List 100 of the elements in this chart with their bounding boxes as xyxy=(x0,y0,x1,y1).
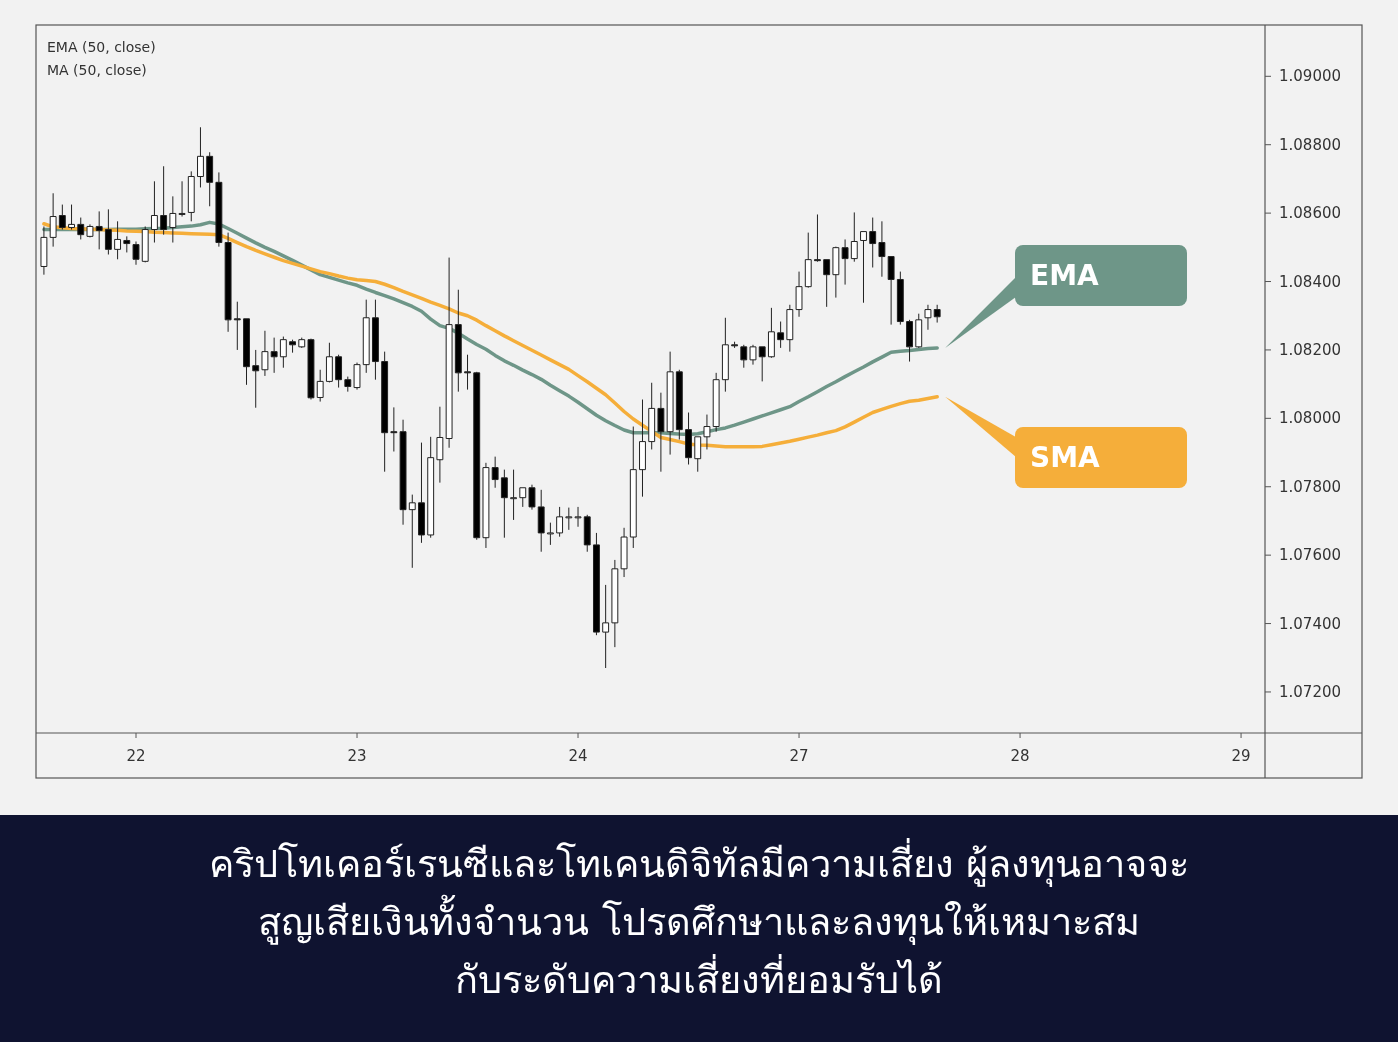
candlestick xyxy=(685,412,692,466)
x-tick-label: 24 xyxy=(568,747,588,765)
candlestick xyxy=(795,271,803,318)
x-tick-label: 22 xyxy=(126,747,146,765)
candlestick xyxy=(197,126,204,188)
candlestick xyxy=(362,299,370,374)
y-tick-label: 1.07400 xyxy=(1279,614,1342,633)
candlestick xyxy=(49,192,57,248)
candlestick xyxy=(546,522,554,546)
candlestick xyxy=(629,426,637,549)
candlestick xyxy=(832,246,840,299)
candlestick xyxy=(298,337,306,349)
annotation: MA (50, close) xyxy=(47,62,147,78)
text: คริปโทเคอร์เรนซีและโทเคนดิจิทัลมีความเสี่ยง ผู้ลงทุนอาจจะ xyxy=(208,838,1190,887)
candlestick xyxy=(40,225,48,276)
candlestick xyxy=(473,371,481,541)
candlestick xyxy=(721,317,729,393)
candlestick xyxy=(740,344,748,369)
y-tick-label: 1.07600 xyxy=(1279,546,1342,565)
candlestick xyxy=(206,151,214,207)
candlestick xyxy=(381,351,389,473)
candlestick xyxy=(510,469,518,521)
y-tick-label: 1.07200 xyxy=(1279,682,1342,701)
x-tick-label: 28 xyxy=(1010,747,1030,765)
candlestick xyxy=(279,336,287,369)
candlestick xyxy=(786,304,794,353)
candlestick xyxy=(933,304,941,324)
candlestick xyxy=(565,507,573,531)
candlestick xyxy=(399,419,407,526)
candlestick xyxy=(896,271,904,326)
text: กับระดับความเสี่ยงที่ยอมรับได้ xyxy=(455,954,943,1002)
candlestick xyxy=(86,223,94,238)
candlestick xyxy=(427,436,435,539)
candlestick xyxy=(307,338,315,401)
candlestick xyxy=(353,362,361,391)
y-tick-label: 1.09000 xyxy=(1279,67,1342,86)
candlestick xyxy=(887,256,895,326)
candlestick xyxy=(924,304,932,331)
candlestick xyxy=(850,211,858,263)
y-tick-label: 1.07800 xyxy=(1279,477,1342,496)
candlestick xyxy=(915,313,923,349)
candlestick xyxy=(528,484,536,511)
candlestick xyxy=(767,307,775,359)
candlestick xyxy=(408,494,416,569)
y-tick-label: 1.08200 xyxy=(1279,340,1342,359)
candlestick xyxy=(666,351,674,456)
x-tick-label: 29 xyxy=(1231,747,1251,765)
candlestick xyxy=(620,527,628,578)
candlestick xyxy=(344,376,352,393)
candlestick xyxy=(482,462,490,549)
candlestick xyxy=(132,241,140,266)
candlestick xyxy=(270,337,278,374)
candlestick xyxy=(68,204,75,231)
candlestick xyxy=(215,171,223,248)
y-tick-label: 1.08400 xyxy=(1279,272,1342,291)
y-tick-label: 1.08600 xyxy=(1279,204,1342,223)
candlestick xyxy=(703,414,711,450)
candlestick xyxy=(500,469,508,539)
candlestick xyxy=(77,217,85,240)
candlestick xyxy=(335,354,343,389)
candlestick xyxy=(758,346,766,382)
candlestick xyxy=(224,232,232,333)
candlestick xyxy=(537,489,545,553)
candlestick xyxy=(325,342,333,383)
candlestick xyxy=(445,257,453,449)
candlestick xyxy=(593,532,600,636)
candlestick xyxy=(160,165,168,236)
candlestick xyxy=(639,399,646,498)
candlestick xyxy=(178,180,186,218)
candlestick xyxy=(777,321,785,349)
candlestick xyxy=(141,225,149,263)
candlestick xyxy=(583,514,591,553)
candlestick xyxy=(289,339,296,354)
candlestick xyxy=(150,180,158,244)
candlestick xyxy=(316,369,324,403)
candlestick xyxy=(556,506,564,538)
candlestick xyxy=(187,170,195,222)
annotation: EMA (50, close) xyxy=(47,39,156,55)
candlestick xyxy=(243,318,250,386)
y-tick-label: 1.08000 xyxy=(1279,409,1342,428)
candlestick xyxy=(814,213,821,263)
candlestick xyxy=(519,487,527,508)
candlestick xyxy=(454,289,462,393)
candlestick xyxy=(123,235,131,253)
text: สูญเสียเงินทั้งจำนวน โปรดศึกษาและลงทุนให้เหมาะสม xyxy=(258,894,1140,945)
candlestick xyxy=(906,319,913,363)
candlestick xyxy=(694,436,702,473)
candlestick xyxy=(657,392,665,473)
x-tick-label: 23 xyxy=(347,747,367,765)
candlestick xyxy=(731,341,739,349)
candlestick xyxy=(804,232,812,289)
x-tick-label: 27 xyxy=(789,747,809,765)
candlestick xyxy=(464,354,471,391)
candlestick xyxy=(860,231,867,304)
candlestick xyxy=(602,584,610,669)
candlestick xyxy=(252,349,260,409)
candlestick xyxy=(869,217,877,268)
candlestick xyxy=(675,369,683,441)
candlestick xyxy=(114,220,122,260)
candlestick xyxy=(58,204,66,231)
